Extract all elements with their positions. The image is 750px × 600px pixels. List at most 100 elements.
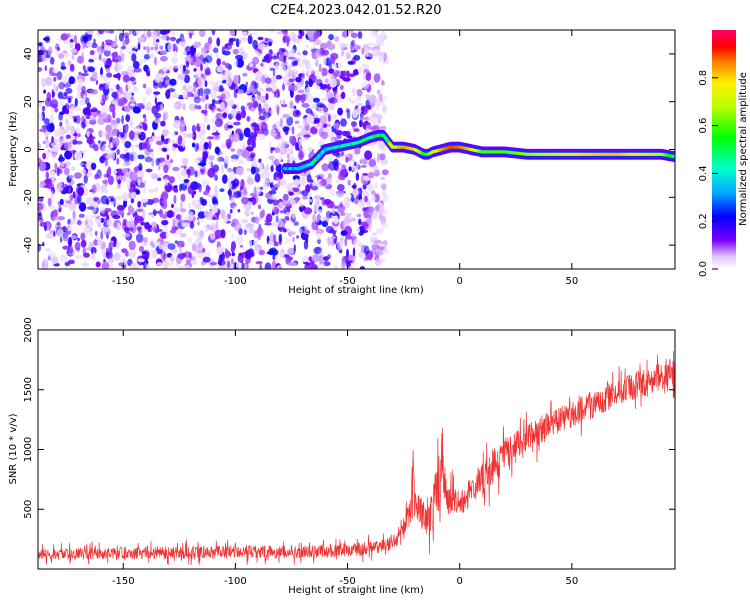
noise-blob <box>303 225 307 230</box>
noise-blob <box>162 197 167 206</box>
noise-blob <box>82 222 85 226</box>
noise-blob <box>287 56 296 60</box>
noise-blob <box>282 206 287 212</box>
noise-blob <box>329 97 338 104</box>
noise-blob <box>136 226 142 231</box>
noise-blob <box>291 126 295 135</box>
noise-blob <box>56 71 63 81</box>
noise-blob <box>227 229 231 233</box>
noise-blob <box>207 36 213 45</box>
noise-blob <box>65 200 72 204</box>
noise-blob <box>84 97 90 105</box>
noise-blob <box>382 249 390 254</box>
noise-blob <box>142 122 148 131</box>
noise-blob <box>380 34 385 44</box>
noise-blob <box>353 161 357 167</box>
noise-blob <box>327 114 331 123</box>
noise-blob <box>342 43 349 48</box>
noise-blob <box>371 195 376 203</box>
noise-blob <box>97 140 101 144</box>
noise-blob <box>49 170 56 177</box>
colorbar-tick-label: 0.6 <box>698 118 709 134</box>
noise-blob <box>292 236 295 243</box>
noise-blob <box>44 178 52 185</box>
noise-blob <box>366 218 372 225</box>
noise-blob <box>246 115 251 122</box>
noise-blob <box>235 235 244 246</box>
noise-blob <box>182 91 188 99</box>
noise-blob <box>263 183 267 188</box>
noise-blob <box>38 142 42 151</box>
noise-blob <box>104 45 112 52</box>
noise-blob <box>72 210 76 220</box>
noise-blob <box>269 67 276 71</box>
noise-blob <box>153 91 161 95</box>
noise-blob <box>379 93 383 103</box>
noise-blob <box>51 89 55 99</box>
noise-blob <box>68 76 76 85</box>
noise-blob <box>152 209 157 217</box>
noise-blob <box>130 198 135 204</box>
noise-blob <box>216 37 221 47</box>
noise-blob <box>320 49 326 56</box>
noise-blob <box>38 197 44 202</box>
spectrogram-x-axis-label: Height of straight line (km) <box>288 285 424 296</box>
noise-blob <box>241 192 244 199</box>
noise-blob <box>327 126 332 134</box>
noise-blob <box>327 236 330 247</box>
noise-blob <box>99 155 106 164</box>
noise-blob <box>183 179 190 183</box>
noise-blob <box>53 231 56 237</box>
noise-blob <box>286 116 294 126</box>
noise-blob <box>101 145 106 152</box>
noise-blob <box>82 122 86 130</box>
noise-blob <box>74 172 82 179</box>
noise-blob <box>86 130 90 138</box>
y-tick-label: 2000 <box>23 317 34 342</box>
noise-blob <box>359 226 366 231</box>
noise-blob <box>93 239 99 246</box>
noise-blob <box>137 178 141 187</box>
noise-blob <box>321 67 328 77</box>
noise-blob <box>296 125 306 129</box>
noise-blob <box>334 36 340 42</box>
noise-blob <box>195 250 203 254</box>
noise-blob <box>147 148 154 153</box>
noise-blob <box>282 35 287 44</box>
noise-blob <box>47 197 52 207</box>
noise-blob <box>273 176 276 181</box>
noise-blob <box>103 77 108 82</box>
noise-blob <box>69 40 74 49</box>
noise-blob <box>207 225 214 231</box>
noise-blob <box>269 141 272 149</box>
noise-blob <box>251 167 260 174</box>
noise-blob <box>336 184 345 192</box>
noise-blob <box>224 123 230 131</box>
noise-blob <box>42 152 46 160</box>
noise-blob <box>143 64 149 72</box>
noise-blob <box>316 108 323 112</box>
noise-blob <box>61 230 69 239</box>
noise-blob <box>101 261 110 269</box>
noise-blob <box>87 218 94 227</box>
noise-blob <box>106 153 112 160</box>
noise-blob <box>83 187 89 197</box>
noise-blob <box>324 78 329 84</box>
noise-blob <box>183 251 191 259</box>
noise-blob <box>103 30 112 34</box>
y-tick-label: 1000 <box>23 437 34 462</box>
noise-blob <box>299 30 302 35</box>
noise-blob <box>318 63 322 72</box>
noise-blob <box>218 84 224 93</box>
noise-blob <box>77 194 82 204</box>
noise-blob <box>266 171 271 176</box>
noise-blob <box>226 76 229 85</box>
noise-blob <box>177 253 181 259</box>
noise-blob <box>373 240 383 244</box>
noise-blob <box>205 67 211 76</box>
noise-blob <box>58 156 65 162</box>
noise-blob <box>211 98 216 106</box>
noise-blob <box>78 99 86 106</box>
noise-blob <box>96 199 101 204</box>
noise-blob <box>193 52 201 58</box>
